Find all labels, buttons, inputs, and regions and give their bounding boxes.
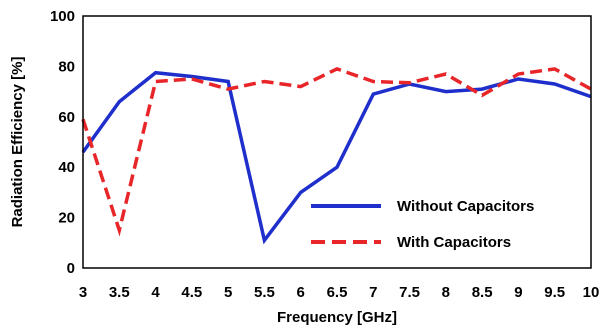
x-tick-label: 8.5 (472, 284, 493, 301)
y-tick-label: 80 (58, 58, 75, 75)
y-tick-label: 60 (58, 109, 75, 126)
legend-label-with-capacitors: With Capacitors (397, 234, 511, 251)
x-tick-label: 3 (79, 284, 87, 301)
x-axis-ticks: 3 3.5 4 4.5 5 5.5 6 6.5 7 7.5 8 8.5 9 9.5 10 (79, 284, 600, 301)
series-layer (81, 67, 592, 245)
y-tick-label: 40 (58, 159, 75, 176)
y-tick-label: 20 (58, 210, 75, 227)
x-tick-label: 6 (297, 284, 305, 301)
x-tick-label: 8 (442, 284, 450, 301)
x-tick-label: 7.5 (399, 284, 420, 301)
x-tick-label: 5.5 (254, 284, 275, 301)
x-tick-label: 7 (369, 284, 377, 301)
x-tick-label: 5 (224, 284, 232, 301)
series-line-without-capacitors (81, 70, 592, 245)
legend: Without Capacitors With Capacitors (311, 198, 534, 251)
y-axis-ticks: 0 20 40 60 80 100 (50, 8, 75, 277)
x-tick-label: 10 (583, 284, 600, 301)
legend-label-without-capacitors: Without Capacitors (397, 198, 534, 215)
x-tick-label: 3.5 (109, 284, 130, 301)
x-tick-label: 9 (514, 284, 522, 301)
x-tick-label: 9.5 (544, 284, 565, 301)
x-axis-title: Frequency [GHz] (277, 309, 397, 326)
y-tick-label: 0 (67, 260, 75, 277)
x-tick-label: 4 (151, 284, 160, 301)
plot-frame (82, 15, 592, 269)
series-line-with-capacitors (81, 67, 592, 237)
y-axis-title: Radiation Efficiency [%] (9, 57, 26, 228)
x-tick-label: 6.5 (327, 284, 348, 301)
x-tick-label: 4.5 (181, 284, 202, 301)
y-tick-label: 100 (50, 8, 75, 25)
